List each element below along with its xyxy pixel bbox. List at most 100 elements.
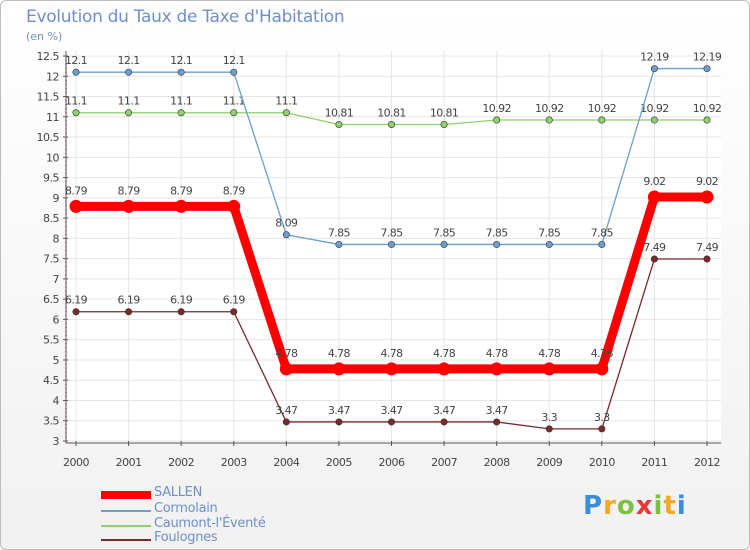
chart-subtitle: (en %) — [26, 30, 63, 43]
data-point — [125, 68, 133, 76]
data-point — [282, 418, 290, 426]
data-point — [493, 418, 501, 426]
data-point — [703, 255, 711, 263]
logo-letter: i — [676, 491, 687, 521]
data-label: 9.02 — [696, 175, 718, 188]
data-point — [282, 109, 290, 117]
data-label: 10.81 — [325, 106, 354, 119]
data-label: 12.1 — [118, 54, 140, 67]
x-tick-label: 2008 — [484, 456, 510, 469]
data-point — [545, 425, 553, 433]
x-tick-label: 2002 — [168, 456, 194, 469]
y-tick-label: 12 — [46, 70, 59, 83]
data-point — [703, 65, 711, 73]
data-point — [387, 418, 395, 426]
data-point — [387, 240, 395, 248]
x-tick-label: 2004 — [273, 456, 299, 469]
data-label: 3.47 — [486, 404, 509, 417]
x-tick-label: 2012 — [694, 456, 720, 469]
data-point — [335, 120, 343, 128]
data-label: 10.81 — [377, 106, 406, 119]
data-point — [125, 109, 133, 117]
data-point — [279, 362, 293, 376]
y-tick-label: 6.5 — [43, 293, 59, 306]
data-point — [703, 116, 711, 124]
logo-letter: x — [635, 491, 654, 521]
data-point — [595, 362, 609, 376]
y-tick-label: 8 — [53, 232, 60, 245]
data-point — [598, 240, 606, 248]
data-point — [650, 65, 658, 73]
y-tick-label: 11.5 — [37, 91, 60, 104]
data-point — [72, 308, 80, 316]
data-label: 11.1 — [65, 95, 87, 108]
x-tick-label: 2003 — [221, 456, 247, 469]
x-tick-label: 2006 — [379, 456, 405, 469]
data-label: 8.79 — [223, 184, 246, 197]
data-label: 3.3 — [594, 411, 610, 424]
data-label: 4.78 — [328, 347, 351, 360]
legend-swatch — [101, 510, 151, 512]
logo-letter: P — [583, 491, 604, 521]
data-label: 3.47 — [380, 404, 403, 417]
data-label: 7.85 — [591, 226, 614, 239]
data-label: 7.49 — [643, 241, 666, 254]
data-label: 7.85 — [380, 226, 403, 239]
y-tick-label: 7.5 — [43, 253, 59, 266]
data-point — [177, 68, 185, 76]
data-label: 8.09 — [275, 217, 298, 230]
legend-swatch — [101, 539, 151, 541]
data-label: 3.47 — [433, 404, 456, 417]
data-point — [72, 109, 80, 117]
data-label: 12.1 — [223, 54, 245, 67]
data-label: 4.78 — [486, 347, 509, 360]
legend-swatch — [101, 491, 151, 499]
proxiti-logo: Proxiti — [583, 491, 687, 521]
data-label: 4.78 — [591, 347, 614, 360]
data-label: 8.79 — [118, 184, 141, 197]
y-tick-label: 12.5 — [37, 50, 60, 63]
data-point — [493, 240, 501, 248]
data-point — [177, 308, 185, 316]
series-cormolain: 12.1 12.1 12.1 12.1 8.09 7.85 7.85 7.85 7.85 7.85… — [65, 51, 722, 248]
x-tick-label: 2000 — [63, 456, 89, 469]
logo-letter: r — [603, 491, 617, 521]
data-point — [545, 116, 553, 124]
y-tick-label: 3 — [53, 435, 60, 448]
data-label: 6.19 — [65, 294, 88, 307]
logo-letter: t — [663, 491, 677, 521]
data-label: 8.79 — [170, 184, 193, 197]
y-tick-label: 4 — [53, 394, 60, 407]
logo-letter: o — [616, 491, 636, 521]
data-label: 3.47 — [328, 404, 351, 417]
data-point — [440, 418, 448, 426]
legend-label: SALLEN — [154, 485, 203, 500]
data-label: 6.19 — [223, 294, 246, 307]
data-label: 12.19 — [693, 51, 722, 64]
x-tick-label: 2009 — [536, 456, 562, 469]
data-label: 7.85 — [486, 226, 509, 239]
data-point — [598, 116, 606, 124]
data-label: 10.92 — [640, 102, 669, 115]
x-tick-label: 2001 — [116, 456, 142, 469]
legend-label: Foulognes — [154, 530, 218, 545]
x-tick-label: 2005 — [326, 456, 352, 469]
data-point — [227, 199, 241, 213]
data-point — [230, 109, 238, 117]
data-label: 10.92 — [535, 102, 564, 115]
data-point — [440, 120, 448, 128]
legend-label: Caumont-l'Éventé — [154, 516, 266, 531]
data-label: 11.1 — [170, 95, 192, 108]
y-tick-label: 7 — [53, 273, 60, 286]
data-point — [282, 231, 290, 239]
data-label: 10.81 — [430, 106, 459, 119]
data-label: 6.19 — [118, 294, 141, 307]
data-point — [650, 116, 658, 124]
x-tick-label: 2011 — [641, 456, 667, 469]
data-label: 3.3 — [541, 411, 557, 424]
data-point — [647, 190, 661, 204]
data-point — [493, 116, 501, 124]
data-point — [437, 362, 451, 376]
data-point — [125, 308, 133, 316]
